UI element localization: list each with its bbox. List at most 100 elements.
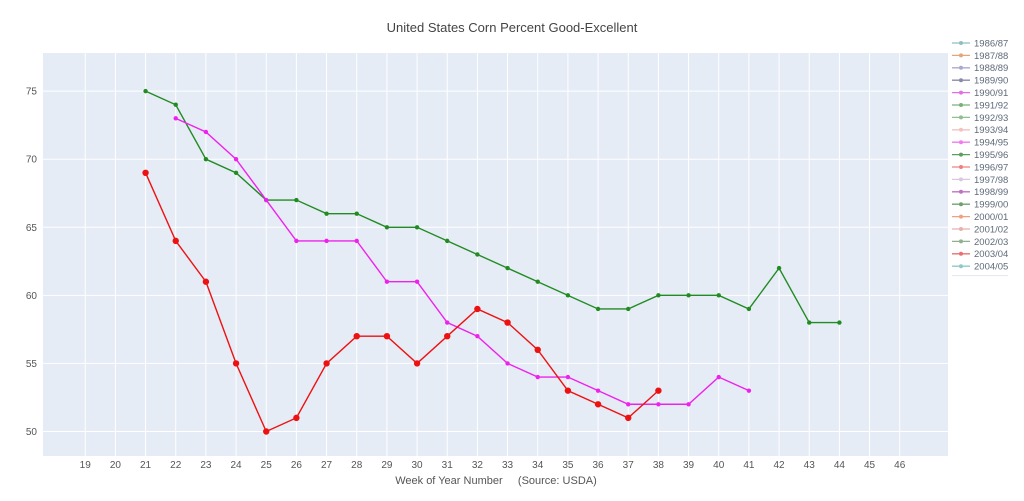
data-point <box>746 388 752 393</box>
x-tick-label: 42 <box>774 460 786 471</box>
legend-item[interactable]: 1999/00 <box>952 200 1008 211</box>
legend-swatch-marker <box>959 53 963 58</box>
series-line <box>144 172 659 433</box>
data-point <box>143 88 148 94</box>
data-point <box>594 401 602 408</box>
legend-item[interactable]: 1990/91 <box>952 88 1008 99</box>
data-point <box>173 116 178 121</box>
series-2 <box>173 116 752 407</box>
legend-label: 1986/87 <box>974 38 1008 49</box>
legend-label: 2002/03 <box>974 237 1008 248</box>
legend-item[interactable]: 1996/97 <box>952 162 1008 173</box>
legend-item[interactable]: 1987/88 <box>952 51 1008 62</box>
data-point <box>564 387 572 394</box>
legend-swatch-marker <box>959 140 963 145</box>
legend-item[interactable]: 1998/99 <box>952 187 1008 198</box>
legend-label: 1994/95 <box>974 138 1008 149</box>
x-tick-label: 35 <box>562 460 574 471</box>
series-line <box>175 117 750 405</box>
series-1 <box>143 88 842 325</box>
x-tick-label: 46 <box>894 460 906 471</box>
plot-area <box>43 53 948 456</box>
legend-swatch-marker <box>959 202 963 207</box>
y-tick-label: 70 <box>26 155 38 166</box>
data-point <box>293 414 300 422</box>
legend-swatch-marker <box>959 152 963 157</box>
legend-label: 2000/01 <box>974 212 1008 223</box>
x-tick-label: 43 <box>804 460 816 471</box>
legend-item[interactable]: 2000/01 <box>952 212 1008 223</box>
data-point <box>323 360 330 367</box>
y-axis-ticks: 50 55 60 65 70 75 <box>26 87 38 438</box>
data-point <box>505 265 510 271</box>
y-tick-label: 50 <box>26 427 38 438</box>
data-point <box>384 279 390 284</box>
chart-title: United States Corn Percent Good-Excellen… <box>387 20 638 35</box>
x-tick-label: 19 <box>80 460 92 471</box>
data-point <box>595 388 601 393</box>
y-tick-label: 75 <box>26 87 38 98</box>
data-point <box>686 293 691 298</box>
legend-item[interactable]: 1997/98 <box>952 175 1008 186</box>
data-point <box>535 374 540 380</box>
legend-label: 1987/88 <box>974 51 1008 62</box>
x-tick-label: 26 <box>291 460 303 471</box>
legend-item[interactable]: 2001/02 <box>952 224 1008 235</box>
data-point <box>294 197 299 203</box>
x-tick-label: 32 <box>472 460 484 471</box>
x-tick-label: 36 <box>593 460 605 471</box>
legend-swatch-marker <box>959 227 963 231</box>
data-point <box>837 320 842 325</box>
data-point <box>172 237 179 245</box>
data-point <box>565 293 571 298</box>
x-tick-label: 22 <box>170 460 182 471</box>
legend-swatch-marker <box>959 127 963 132</box>
data-point <box>445 238 450 244</box>
data-point <box>535 279 540 284</box>
data-point <box>202 278 210 285</box>
legend-swatch-marker <box>959 189 963 194</box>
data-point <box>384 225 390 230</box>
data-point <box>626 306 631 312</box>
legend-item[interactable]: 1992/93 <box>952 113 1008 124</box>
legend-item[interactable]: 1989/90 <box>952 76 1008 87</box>
data-point <box>475 333 480 339</box>
data-point <box>353 332 360 340</box>
legend-item[interactable]: 1988/89 <box>952 63 1008 74</box>
data-point <box>233 170 239 176</box>
legend-swatch-marker <box>959 78 963 83</box>
data-point <box>263 428 270 435</box>
data-point <box>413 360 421 367</box>
legend-item[interactable]: 2004/05 <box>952 262 1008 273</box>
legend-item[interactable]: 2002/03 <box>952 237 1008 248</box>
legend-item[interactable]: 1993/94 <box>952 125 1008 136</box>
data-point <box>294 238 299 244</box>
x-tick-label: 34 <box>532 460 544 471</box>
x-axis-ticks: 19 20 21 22 23 24 25 26 27 28 29 30 31 32 33 34 35 36 37 38… <box>80 460 906 471</box>
data-point <box>264 197 269 203</box>
data-point <box>595 306 601 312</box>
data-point <box>324 211 329 216</box>
legend-item[interactable]: 1986/87 <box>952 38 1008 49</box>
data-point <box>414 225 420 230</box>
x-tick-label: 23 <box>200 460 212 471</box>
legend-item[interactable]: 1991/92 <box>952 100 1008 111</box>
x-tick-label: 40 <box>713 460 725 471</box>
legend-label: 1995/96 <box>974 150 1008 161</box>
data-point <box>534 346 541 354</box>
data-point <box>625 414 632 422</box>
legend-swatch-marker <box>959 90 963 95</box>
legend-label: 1996/97 <box>974 162 1008 173</box>
y-tick-label: 55 <box>26 359 38 370</box>
data-point <box>716 293 721 298</box>
legend-swatch-marker <box>959 239 963 244</box>
data-point <box>354 238 359 244</box>
data-point <box>203 156 209 162</box>
legend-item[interactable]: 2003/04 <box>952 249 1008 260</box>
legend-item[interactable]: 1995/96 <box>952 150 1008 161</box>
legend-item[interactable]: 1994/95 <box>952 138 1008 149</box>
x-tick-label: 24 <box>231 460 243 471</box>
x-tick-label: 31 <box>442 460 454 471</box>
